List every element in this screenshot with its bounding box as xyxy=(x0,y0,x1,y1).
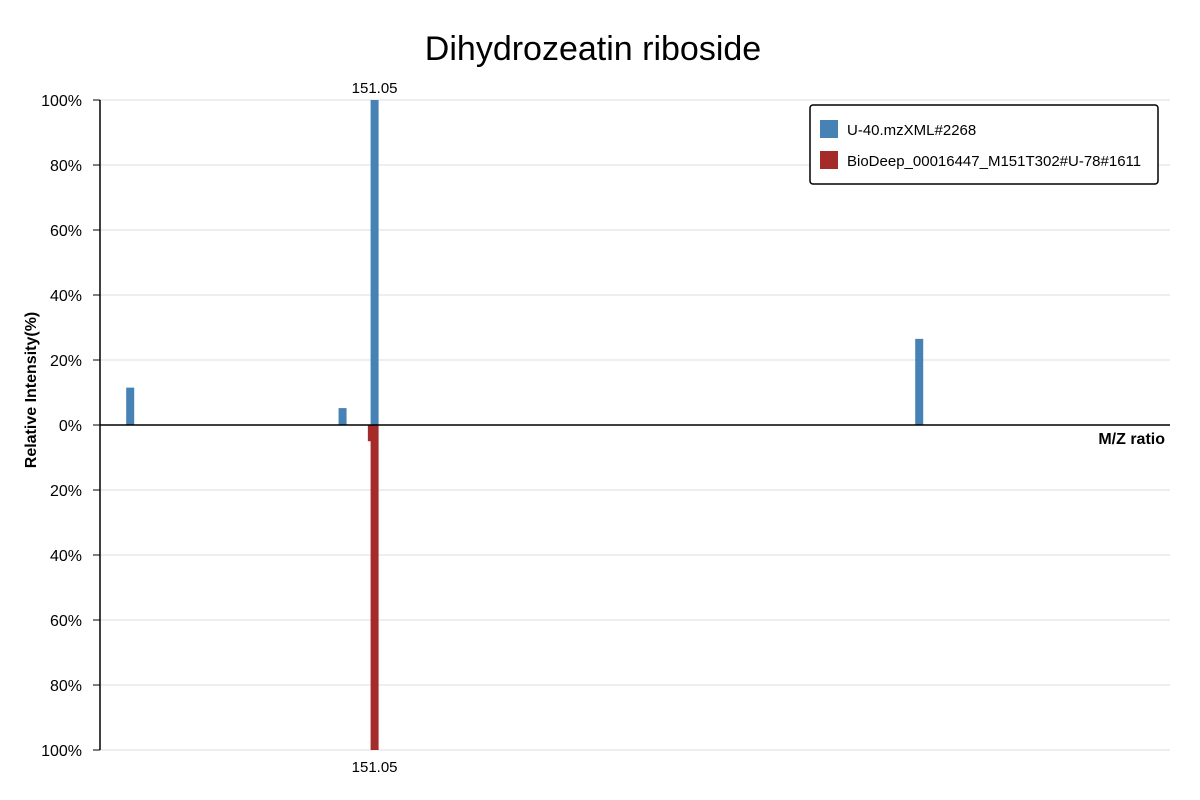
y-tick-label: 60% xyxy=(50,613,82,630)
peak-label: 151.05 xyxy=(352,80,398,97)
legend-label: U-40.mzXML#2268 xyxy=(847,122,976,139)
y-tick-label: 80% xyxy=(50,158,82,175)
y-tick-label: 100% xyxy=(41,743,82,760)
y-tick-label: 0% xyxy=(59,418,82,435)
y-tick-label: 100% xyxy=(41,93,82,110)
peak-annotations: 151.05 151.05 xyxy=(352,80,398,776)
y-tick-label: 40% xyxy=(50,548,82,565)
y-tick-label: 20% xyxy=(50,353,82,370)
peak-bar xyxy=(370,425,379,750)
peaks xyxy=(126,100,924,750)
y-tick-label: 60% xyxy=(50,223,82,240)
chart-title: Dihydrozeatin riboside xyxy=(425,30,761,68)
x-axis-title: M/Z ratio xyxy=(1098,431,1165,448)
peak-bar xyxy=(915,338,924,425)
peak-bar xyxy=(126,387,135,425)
y-tick-label: 20% xyxy=(50,483,82,500)
legend-box xyxy=(809,104,1159,185)
peak-bar xyxy=(370,100,379,425)
y-ticks: 100% 80% 60% 40% 20% 0% 20% 40% 60% 80% 100% xyxy=(41,93,100,760)
legend: U-40.mzXML#2268 BioDeep_00016447_M151T302… xyxy=(809,104,1159,185)
legend-swatch xyxy=(820,120,838,138)
peak-label: 151.05 xyxy=(352,759,398,776)
legend-swatch xyxy=(820,151,838,169)
legend-label: BioDeep_00016447_M151T302#U-78#1611 xyxy=(847,153,1141,170)
y-tick-label: 80% xyxy=(50,678,82,695)
peak-bar xyxy=(338,408,347,425)
y-axis-title: Relative Intensity(%) xyxy=(23,312,40,468)
y-tick-label: 40% xyxy=(50,288,82,305)
